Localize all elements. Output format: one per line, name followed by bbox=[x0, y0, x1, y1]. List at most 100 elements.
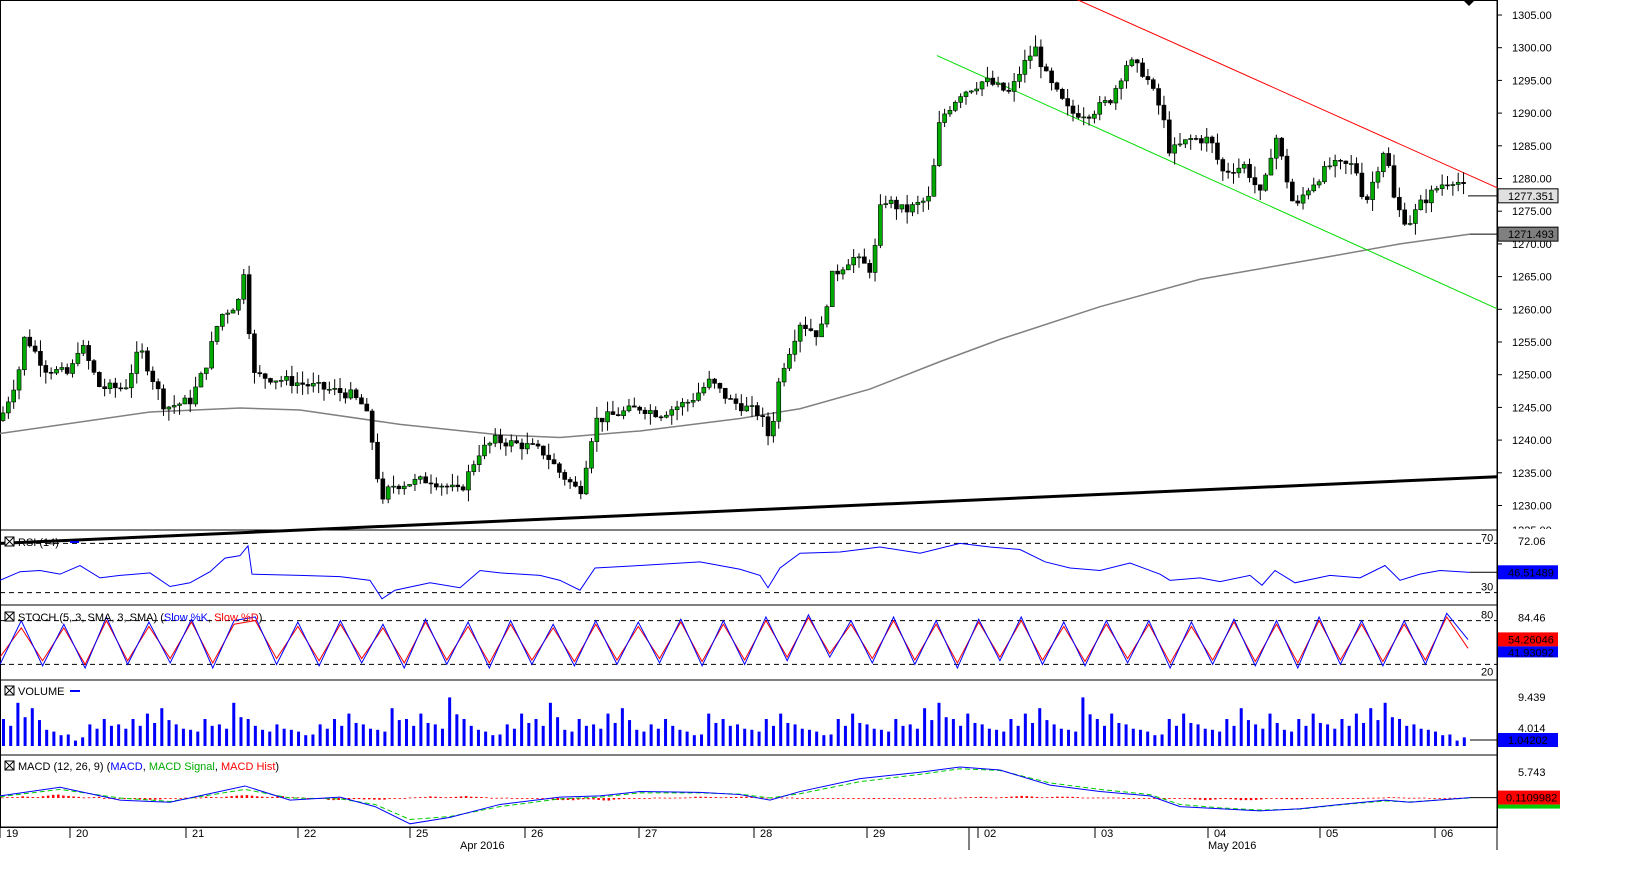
macd-hist-bar bbox=[276, 796, 279, 798]
volume-bar bbox=[1340, 719, 1344, 746]
volume-bar bbox=[455, 714, 459, 746]
macd-hist-bar bbox=[1188, 798, 1192, 800]
macd-hist-bar bbox=[806, 798, 809, 799]
macd-hist-bar bbox=[57, 794, 60, 798]
volume-bar bbox=[592, 724, 596, 746]
candle-body bbox=[182, 397, 188, 405]
macd-hist-bar bbox=[735, 796, 738, 798]
candle-body bbox=[776, 381, 782, 422]
macd-hist-bar bbox=[724, 797, 728, 799]
macd-hist-bar bbox=[1453, 797, 1457, 799]
candle-body bbox=[952, 102, 958, 111]
candle-body bbox=[1076, 113, 1081, 118]
macd-hist-bar bbox=[51, 794, 55, 798]
volume-bar bbox=[1218, 731, 1222, 746]
candle-body bbox=[171, 405, 177, 408]
macd-hist-bar bbox=[541, 798, 544, 799]
macd-hist-bar bbox=[1290, 798, 1294, 800]
candle-body bbox=[1118, 80, 1124, 89]
volume-bar bbox=[1160, 734, 1164, 746]
macd-hist-bar bbox=[847, 798, 850, 799]
stoch-scale-label: 84.46 bbox=[1518, 612, 1546, 624]
month-label: May 2016 bbox=[1208, 840, 1256, 852]
candle-body bbox=[476, 455, 482, 465]
macd-hist-bar bbox=[378, 798, 381, 800]
macd-hist-bar bbox=[1127, 798, 1130, 799]
candle-body bbox=[819, 323, 824, 338]
macd-hist-bar bbox=[1020, 795, 1023, 798]
macd-hist-bar bbox=[836, 798, 840, 799]
candle-body bbox=[872, 245, 878, 273]
candle-body bbox=[43, 365, 49, 373]
candle-body bbox=[958, 96, 963, 103]
volume-bar bbox=[879, 729, 883, 746]
candle-body bbox=[969, 90, 974, 93]
candle-body bbox=[337, 388, 343, 394]
candle-body bbox=[658, 416, 664, 419]
macd-hist-bar bbox=[1295, 798, 1299, 800]
candle-body bbox=[204, 367, 209, 374]
candle-body bbox=[198, 373, 204, 388]
candle-body bbox=[524, 443, 530, 450]
time-axis: 19 20 21 22 25 26 27 28 29 02 03 04 05 06 Apr 2016 May … bbox=[0, 827, 1453, 852]
volume-bar bbox=[23, 717, 27, 746]
volume-bar bbox=[225, 728, 229, 746]
candle-body bbox=[979, 81, 985, 90]
candle-body bbox=[1343, 160, 1349, 164]
volume-bar bbox=[959, 725, 963, 746]
volume-bar bbox=[807, 729, 811, 746]
candle-body bbox=[1049, 70, 1054, 84]
macd-hist-bar bbox=[1025, 796, 1029, 798]
volume-bar bbox=[311, 734, 315, 746]
macd-hist-bar bbox=[1443, 798, 1447, 799]
macd-hist-bar bbox=[266, 797, 269, 798]
candle-body bbox=[803, 324, 808, 329]
candle-body bbox=[728, 398, 733, 400]
candle-body bbox=[118, 387, 123, 390]
macd-hist-bar bbox=[1137, 798, 1141, 799]
candle-body bbox=[59, 367, 65, 370]
volume-bar bbox=[951, 719, 955, 746]
candle-body bbox=[113, 382, 118, 389]
candle-body bbox=[760, 415, 766, 418]
volume-bar bbox=[786, 722, 790, 746]
candle-body bbox=[1295, 200, 1300, 204]
macd-hist-bar bbox=[898, 798, 901, 799]
volume-bar bbox=[124, 728, 128, 746]
volume-scale-label: 9.439 bbox=[1518, 692, 1546, 704]
candle-body bbox=[1231, 172, 1236, 174]
macd-hist-bar bbox=[148, 798, 152, 800]
candle-body bbox=[1001, 82, 1006, 91]
day-label: 05 bbox=[1326, 828, 1338, 840]
volume-bar bbox=[1203, 728, 1207, 746]
macd-hist-bar bbox=[1193, 798, 1197, 800]
macd-hist-bar bbox=[1152, 798, 1156, 799]
macd-hist-bar bbox=[1407, 797, 1411, 799]
candle-body bbox=[294, 382, 300, 386]
macd-hist-bar bbox=[143, 798, 147, 800]
macd-hist-bar bbox=[429, 796, 432, 798]
macd-hist-bar bbox=[1112, 797, 1115, 799]
volume-bar bbox=[1189, 722, 1193, 746]
candle-body bbox=[1033, 46, 1038, 57]
ma-price-label: 1271.493 bbox=[1508, 229, 1554, 241]
candle-body bbox=[327, 388, 332, 391]
volume-bar bbox=[282, 728, 286, 746]
candle-body bbox=[717, 383, 723, 389]
volume-bar bbox=[1023, 713, 1027, 746]
macd-title: MACD (12, 26, 9) (MACD, MACD Signal, MAC… bbox=[4, 760, 279, 773]
macd-hist-bar bbox=[475, 796, 478, 798]
macd-label: MACD (12, 26, 9) (MACD, MACD Signal, MAC… bbox=[18, 761, 279, 773]
month-label: Apr 2016 bbox=[460, 840, 505, 852]
candle-body bbox=[1252, 177, 1258, 186]
volume-bar bbox=[642, 731, 646, 746]
candle-body bbox=[733, 398, 739, 404]
macd-hist-bar bbox=[1331, 798, 1334, 799]
volume-bar bbox=[635, 729, 639, 746]
volume-bar bbox=[973, 722, 977, 746]
macd-hist-bar bbox=[694, 796, 697, 798]
volume-bar bbox=[1146, 731, 1150, 746]
candle-body bbox=[1070, 105, 1076, 114]
price-tick-label: 1245.00 bbox=[1512, 402, 1552, 414]
